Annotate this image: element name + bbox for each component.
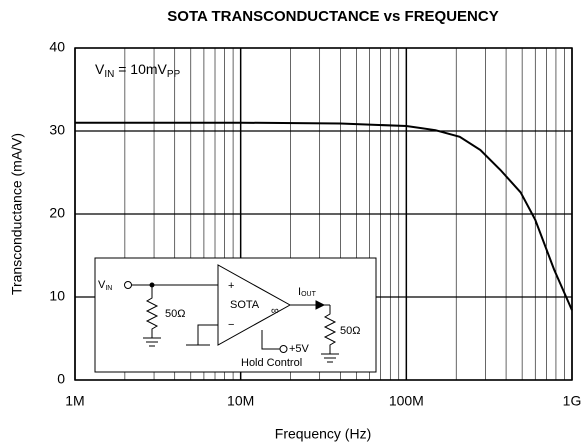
inf-label: ∞ — [271, 305, 279, 317]
label-part: I — [298, 286, 301, 298]
y-tick-label: 0 — [57, 371, 65, 387]
label-part: IN — [105, 285, 112, 292]
annotation-part: IN — [104, 69, 114, 80]
annotation-part: V — [95, 61, 105, 77]
inset-circuit: VIN 50Ω + − SOTA ∞ +5V Hold Control IOUT… — [94, 257, 377, 373]
r1-label: 50Ω — [165, 308, 185, 320]
x-tick-label: 100M — [389, 393, 424, 409]
v5-label: +5V — [289, 343, 310, 355]
wire — [197, 324, 218, 345]
y-tick-label: 30 — [49, 122, 65, 138]
label-part: V — [98, 279, 106, 291]
x-tick-label: 10M — [227, 393, 254, 409]
resistor — [145, 285, 159, 338]
iout-label: IOUT — [298, 286, 317, 298]
y-tick-label: 40 — [49, 39, 65, 55]
plus-label: + — [228, 280, 234, 292]
vin-label: VIN — [98, 279, 112, 292]
grid — [74, 47, 573, 381]
label-part: OUT — [301, 291, 317, 298]
y-tick-label: 20 — [49, 205, 65, 221]
amp-label: SOTA — [230, 299, 260, 311]
line — [75, 121, 573, 311]
minus-label: − — [228, 319, 234, 331]
x-tick-label: 1M — [65, 393, 84, 409]
hold-label: Hold Control — [241, 357, 302, 369]
wire — [261, 330, 280, 350]
x-axis-label: Frequency (Hz) — [275, 426, 371, 442]
annotation: VIN = 10mVPP — [95, 61, 181, 80]
terminal — [279, 345, 288, 353]
chart-title: SOTA TRANSCONDUCTANCE vs FREQUENCY — [167, 8, 498, 25]
amplifier — [217, 264, 292, 346]
annotation-part: PP — [167, 69, 181, 80]
y-tick-label: 10 — [49, 288, 65, 304]
annotation-part: = 10mV — [114, 61, 167, 77]
plot-frame — [74, 47, 573, 381]
resistor — [323, 305, 337, 354]
x-tick-label: 1G — [563, 393, 582, 409]
y-axis-label: Transconductance (mA/V) — [9, 133, 25, 295]
plot — [75, 121, 573, 311]
r2-label: 50Ω — [340, 325, 360, 337]
arrow — [315, 300, 326, 310]
